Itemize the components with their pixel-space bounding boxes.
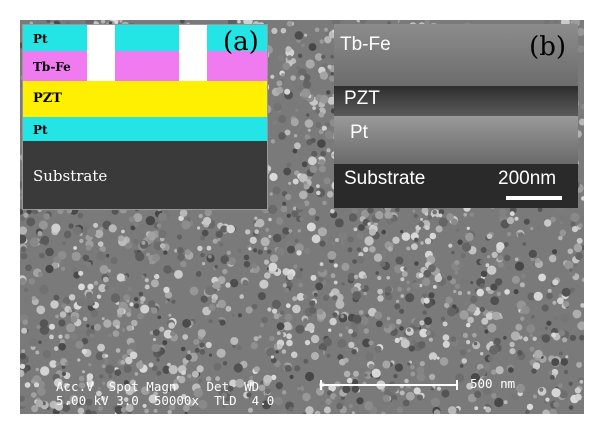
layer-tbfe (23, 51, 267, 81)
band-pzt (334, 86, 578, 116)
inset-b-cross-section: Tb-Fe PZT Pt Substrate 200nm (b) (334, 24, 578, 208)
scale-bar-b (506, 196, 562, 200)
label-substrate: Substrate (33, 167, 108, 185)
electrode-gap (87, 25, 115, 81)
label-pzt-b: PZT (344, 88, 380, 109)
layer-pt-top (23, 25, 267, 51)
band-tbfe (334, 24, 578, 86)
electrode-gap (179, 25, 207, 81)
sem-info-line-2: 5.00 kV 3.0 50000x TLD 4.0 (56, 393, 275, 408)
scale-label-b: 200nm (498, 168, 557, 189)
panel-label-a: (a) (223, 27, 259, 57)
layer-substrate (23, 141, 267, 209)
sem-scale-label: 500 nm (470, 376, 516, 391)
label-pt-b: Pt (350, 122, 368, 143)
layer-pzt (23, 81, 267, 117)
label-pzt: PZT (33, 91, 62, 106)
inset-a-schematic: Pt Tb-Fe PZT Pt Substrate (a) (22, 24, 268, 210)
label-tbfe-b: Tb-Fe (340, 34, 391, 55)
label-substrate-b: Substrate (344, 168, 426, 189)
layer-pt-bottom (23, 117, 267, 141)
label-tbfe: Tb-Fe (33, 60, 71, 74)
band-substrate (334, 164, 578, 208)
sem-micrograph: Pt Tb-Fe PZT Pt Substrate (a) Tb-Fe PZT … (20, 20, 584, 414)
panel-label-b: (b) (529, 32, 566, 62)
band-pt (334, 116, 578, 164)
sem-info-line-1: Acc.V Spot Magn Det WD (56, 379, 260, 394)
label-pt-bottom: Pt (33, 123, 48, 137)
sem-scale-bar (320, 380, 458, 390)
label-pt-top: Pt (33, 32, 48, 46)
